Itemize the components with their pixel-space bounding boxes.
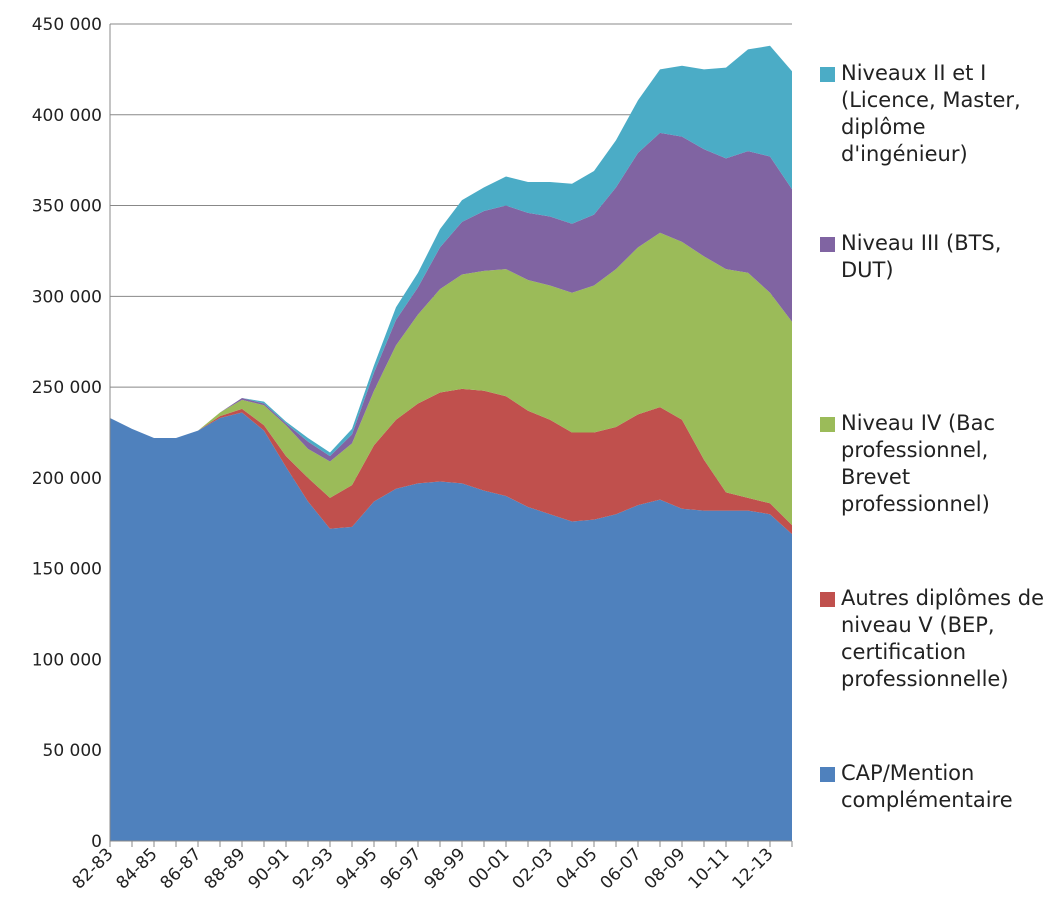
legend-label: Niveau IV (Bac professionnel, Brevet pro…	[841, 411, 995, 516]
legend-label: Niveaux II et I (Licence, Master, diplôm…	[841, 61, 1021, 166]
area	[110, 232, 792, 526]
legend-item: Niveaux II et I (Licence, Master, diplôm…	[820, 60, 1045, 168]
y-tick-label: 100 000	[32, 650, 102, 670]
y-tick-label: 450 000	[32, 15, 102, 35]
legend-item: Niveau III (BTS, DUT)	[820, 230, 1045, 284]
areas	[110, 45, 792, 841]
legend-label: Autres diplômes de niveau V (BEP, certif…	[841, 586, 1045, 691]
x-tick-label: 98-99	[420, 844, 469, 893]
y-tick-label: 50 000	[43, 741, 102, 761]
y-tick-label: 300 000	[32, 287, 102, 307]
x-tick-label: 06-07	[596, 844, 645, 893]
legend-swatch	[820, 67, 835, 82]
legend-swatch	[820, 592, 835, 607]
legend-label: CAP/Mention complémentaire	[841, 761, 1013, 812]
y-tick-label: 400 000	[32, 106, 102, 126]
legend-item: Niveau IV (Bac professionnel, Brevet pro…	[820, 410, 1045, 518]
x-tick-label: 86-87	[156, 844, 205, 893]
legend-swatch	[820, 767, 835, 782]
legend-label: Niveau III (BTS, DUT)	[841, 231, 1002, 282]
x-tick-label: 10-11	[684, 844, 733, 893]
x-tick-label: 02-03	[508, 844, 557, 893]
x-tick-label: 08-09	[640, 844, 689, 893]
x-tick-label: 04-05	[552, 844, 601, 893]
legend-swatch	[820, 237, 835, 252]
y-tick-label: 200 000	[32, 469, 102, 489]
area	[110, 388, 792, 535]
area	[110, 132, 792, 462]
x-tick-label: 90-91	[244, 844, 293, 893]
y-tick-label: 350 000	[32, 197, 102, 217]
area	[110, 45, 792, 457]
legend-item: Autres diplômes de niveau V (BEP, certif…	[820, 585, 1045, 693]
y-tick-label: 0	[91, 832, 102, 852]
x-tick-label: 88-89	[200, 844, 249, 893]
x-tick-label: 84-85	[112, 844, 161, 893]
legend-swatch	[820, 417, 835, 432]
x-tick-label: 00-01	[464, 844, 513, 893]
legend-item: CAP/Mention complémentaire	[820, 760, 1045, 814]
x-tick-label: 92-93	[288, 844, 337, 893]
y-tick-label: 150 000	[32, 560, 102, 580]
x-tick-label: 96-97	[376, 844, 425, 893]
y-tick-label: 250 000	[32, 378, 102, 398]
x-tick-label: 94-95	[332, 844, 381, 893]
area	[110, 412, 792, 841]
x-tick-label: 12-13	[728, 844, 777, 893]
